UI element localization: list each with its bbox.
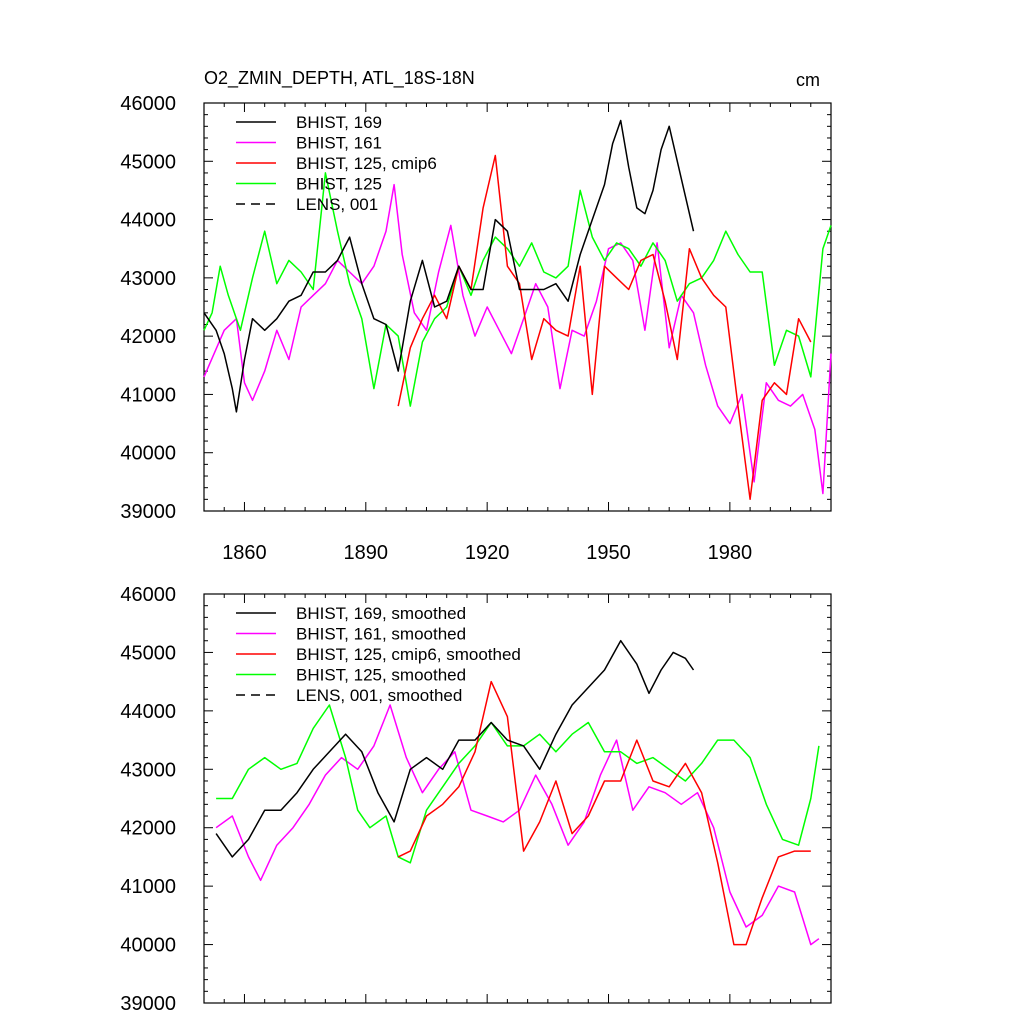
- y-tick-label: 46000: [120, 584, 176, 606]
- y-tick-label: 46000: [120, 93, 176, 115]
- series-line-2: [397, 680, 811, 946]
- y-tick-label: 44000: [120, 701, 176, 723]
- series-group: [203, 119, 832, 501]
- legend-label: BHIST, 169, smoothed: [296, 604, 466, 623]
- y-tick-label: 45000: [120, 151, 176, 173]
- axis-ticks: 39000 40000 41000 42000 43000 44000 45000 46000…: [120, 93, 832, 564]
- plot-frame: [203, 593, 832, 1004]
- x-tick-label: 1980: [708, 542, 753, 564]
- legend-label: BHIST, 125, smoothed: [296, 666, 466, 685]
- plot-frame: [203, 102, 832, 512]
- legend: BHIST, 169, smoothed BHIST, 161, smoothed…: [236, 604, 521, 705]
- y-tick-label: 41000: [120, 876, 176, 898]
- chart-panel-bottom: 39000 40000 41000 42000 43000 44000 45000 46000…: [120, 584, 832, 1015]
- x-tick-label: 1860: [222, 542, 267, 564]
- series-line-0: [203, 183, 832, 495]
- legend-label: LENS, 001: [296, 195, 378, 214]
- y-tick-label: 45000: [120, 642, 176, 664]
- y-tick-label: 40000: [120, 935, 176, 957]
- x-tick-label: 1950: [586, 542, 631, 564]
- series-line-3: [203, 119, 695, 413]
- y-tick-label: 40000: [120, 443, 176, 465]
- axis-ticks: 39000 40000 41000 42000 43000 44000 45000 46000: [120, 584, 832, 1015]
- y-tick-label: 44000: [120, 210, 176, 232]
- y-tick-label: 43000: [120, 759, 176, 781]
- series-line-0: [215, 704, 820, 946]
- series-group: [215, 639, 820, 946]
- series-line-3: [215, 639, 695, 858]
- legend-label: LENS, 001, smoothed: [296, 686, 462, 705]
- legend-label: BHIST, 125, cmip6: [296, 154, 437, 173]
- legend-label: BHIST, 125, cmip6, smoothed: [296, 645, 521, 664]
- legend-label: BHIST, 161: [296, 134, 382, 153]
- chart-panel-top: O2_ZMIN_DEPTH, ATL_18S-18N cm 39000 40000…: [120, 68, 832, 564]
- y-tick-label: 42000: [120, 818, 176, 840]
- x-tick-label: 1920: [465, 542, 510, 564]
- y-tick-label: 42000: [120, 326, 176, 348]
- y-tick-label: 43000: [120, 268, 176, 290]
- legend-label: BHIST, 161, smoothed: [296, 625, 466, 644]
- x-tick-label: 1890: [344, 542, 389, 564]
- chart-title: O2_ZMIN_DEPTH, ATL_18S-18N: [204, 68, 475, 89]
- legend-label: BHIST, 125: [296, 175, 382, 194]
- y-tick-label: 39000: [120, 993, 176, 1015]
- series-line-1: [216, 704, 820, 864]
- y-tick-label: 41000: [120, 384, 176, 406]
- y-tick-label: 39000: [120, 501, 176, 523]
- units-label: cm: [796, 70, 820, 90]
- legend-label: BHIST, 169: [296, 113, 382, 132]
